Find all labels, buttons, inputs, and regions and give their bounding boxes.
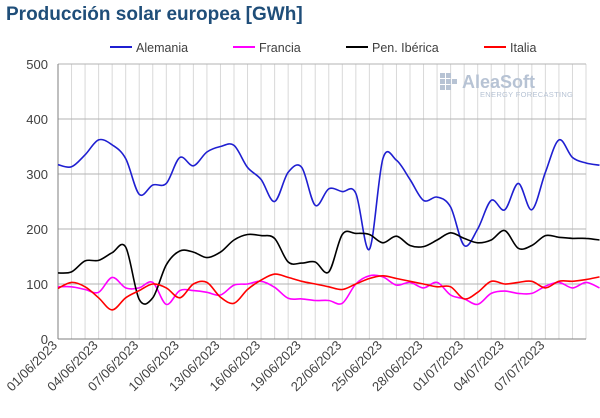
series-line-italia <box>57 273 600 311</box>
legend-label-italia: Italia <box>510 41 536 55</box>
y-tick-label: 500 <box>26 57 48 72</box>
y-tick-label: 200 <box>26 222 48 237</box>
y-tick-label: 100 <box>26 277 48 292</box>
watermark: AleaSoft ENERGY FORECASTING <box>440 72 573 99</box>
watermark-brand: AleaSoft <box>462 72 535 92</box>
y-tick-label: 0 <box>41 332 48 347</box>
y-tick-label: 400 <box>26 112 48 127</box>
watermark-tagline: ENERGY FORECASTING <box>480 90 573 99</box>
grid-layer <box>57 63 587 340</box>
chart-title: Producción solar europea [GWh] <box>6 4 303 25</box>
legend-label-francia: Francia <box>259 41 301 55</box>
legend-label-pen-ib-rica: Pen. Ibérica <box>372 41 439 55</box>
series-line-pen-ib-rica <box>57 229 600 305</box>
aleasoft-logo-icon <box>440 73 457 90</box>
series-line-francia <box>57 274 600 306</box>
legend: Alemania Francia Pen. Ibérica Italia <box>110 41 536 55</box>
series-layer <box>57 138 600 311</box>
legend-label-alemania: Alemania <box>136 41 188 55</box>
y-tick-label: 300 <box>26 167 48 182</box>
series-line-alemania <box>57 138 600 251</box>
axis-layer: 010020030040050001/06/202304/06/202307/0… <box>3 57 586 394</box>
